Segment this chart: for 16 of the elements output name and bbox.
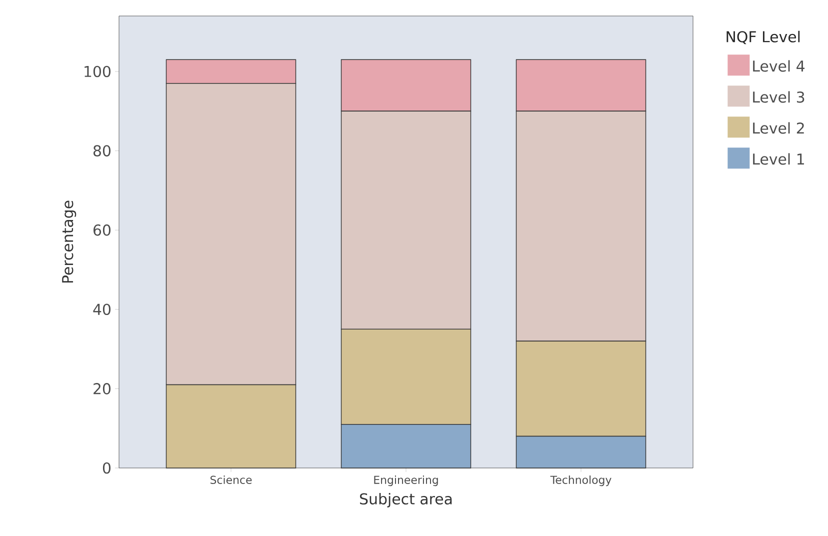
legend-label: Level 4 xyxy=(753,60,804,72)
y-tick-label: 20 xyxy=(94,383,110,394)
y-tick-label: 80 xyxy=(93,145,110,156)
y-tick-label: 100 xyxy=(84,66,110,78)
x-tick-label: Engineering xyxy=(374,476,438,486)
y-tick-label: 40 xyxy=(93,304,110,316)
x-axis-title: Subject area xyxy=(360,492,452,508)
legend-title: NQF Level xyxy=(726,30,800,44)
y-axis-title: Percentage xyxy=(62,200,76,283)
x-tick-label: Technology xyxy=(550,476,612,486)
legend-label: Level 3 xyxy=(753,91,804,103)
y-tick-label: 0 xyxy=(102,462,110,474)
legend-label: Level 1 xyxy=(753,153,804,165)
x-tick-label: Science xyxy=(210,476,252,484)
y-tick-label: 60 xyxy=(94,224,110,236)
legend-label: Level 2 xyxy=(753,122,804,134)
